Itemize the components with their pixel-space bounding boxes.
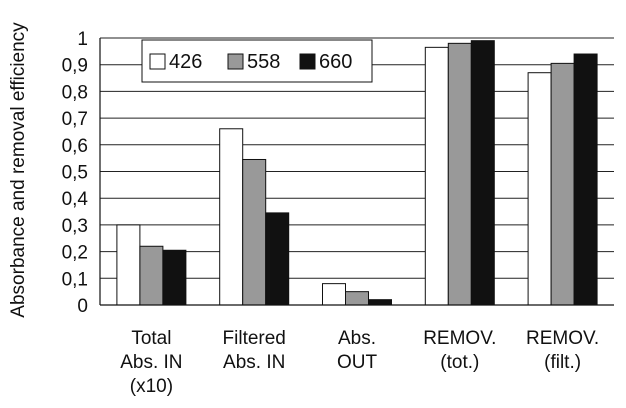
legend-swatch-558: [227, 53, 244, 70]
bars: [116, 40, 598, 306]
x-category-label: Total Abs. IN (x10): [120, 328, 182, 397]
legend-box: [141, 39, 373, 83]
axes: [99, 38, 614, 306]
bar-558-4: [550, 62, 575, 306]
y-tick-label: 0,7: [62, 109, 88, 130]
y-tick-label: 0,4: [62, 189, 89, 210]
legend-swatch-660: [299, 53, 316, 70]
legend-label-558: 558: [247, 51, 280, 73]
y-axis-title: Absorbance and removal efficiency: [8, 22, 29, 318]
legend-swatch-426: [149, 53, 166, 70]
bar-558-3: [447, 42, 472, 306]
bar-660-1: [265, 212, 290, 306]
y-tick-label: 0,8: [62, 82, 88, 103]
y-tick-label: 0,6: [62, 136, 88, 157]
y-tick-label: 0,5: [62, 163, 88, 184]
x-category-label: Filtered Abs. IN: [223, 328, 286, 373]
y-tick-label: 0,2: [62, 243, 88, 264]
bar-660-2: [368, 299, 392, 306]
legend-label-426: 426: [169, 51, 202, 73]
x-category-label: REMOV. (filt.): [526, 328, 599, 373]
y-axis-title-group: Absorbance and removal efficiency: [8, 22, 29, 318]
bar-426-1: [219, 128, 244, 306]
x-axis-labels: Total Abs. IN (x10) Filtered Abs. IN Abs. OUT R…: [120, 328, 599, 397]
bar-660-0: [162, 249, 187, 306]
y-tick-label: 0,3: [62, 216, 88, 237]
y-tick-label: 0: [77, 296, 88, 317]
bar-558-1: [242, 158, 267, 306]
legend-label-660: 660: [319, 51, 352, 73]
y-axis-ticks: 0 0,1 0,2 0,3 0,4 0,5 0,6 0,7 0,8 0,9 1: [62, 29, 89, 317]
bar-660-3: [470, 40, 495, 306]
y-tick-label: 0,1: [62, 269, 88, 290]
bar-558-2: [345, 291, 369, 306]
bar-426-0: [116, 224, 141, 306]
bar-426-2: [322, 283, 346, 306]
x-category-label: Abs. OUT: [337, 328, 378, 373]
legend: 426 558 660: [141, 39, 373, 83]
bar-660-4: [573, 53, 598, 306]
bar-558-0: [139, 245, 164, 306]
y-tick-label: 1: [77, 29, 88, 50]
bar-426-3: [424, 46, 449, 306]
y-tick-label: 0,9: [62, 56, 88, 77]
x-category-label: REMOV. (tot.): [423, 328, 496, 373]
bar-426-4: [527, 72, 552, 306]
